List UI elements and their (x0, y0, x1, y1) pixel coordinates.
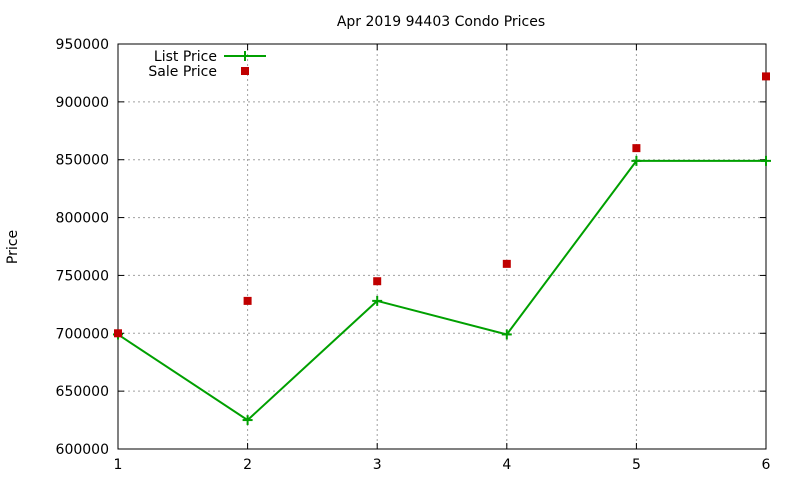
data-point-list-price (501, 329, 512, 340)
data-point-sale-price (243, 296, 252, 305)
y-tick-label: 600000 (56, 442, 109, 458)
plot-frame (117, 43, 767, 450)
y-tick-label: 850000 (56, 153, 109, 169)
data-point-list-price (631, 155, 642, 166)
legend-marker-list-price (240, 51, 250, 61)
y-tick-label: 650000 (56, 384, 109, 400)
x-tick-label: 4 (502, 457, 511, 473)
y-tick-label: 900000 (56, 95, 109, 111)
data-point-list-price (761, 155, 771, 166)
series-line-list-price (117, 159, 766, 422)
legend-label-sale-price: Sale Price (148, 64, 217, 80)
y-tick-label: 800000 (56, 211, 109, 227)
data-point-sale-price (502, 259, 511, 268)
x-tick-label: 2 (243, 457, 252, 473)
legend: List Price Sale Price (148, 49, 266, 80)
data-point-sale-price (762, 72, 770, 81)
legend-label-list-price: List Price (154, 49, 217, 65)
grid (118, 44, 766, 449)
data-point-list-price (372, 295, 383, 306)
x-tick-label: 6 (762, 457, 771, 473)
y-tick-label: 700000 (56, 326, 109, 342)
series-layer (113, 72, 771, 426)
data-point-sale-price (114, 329, 122, 338)
data-point-sale-price (632, 144, 641, 153)
x-tick-label: 5 (632, 457, 641, 473)
axis-ticks: 1 2 3 4 5 6 600000 650000 700000 750000 800000 8500… (56, 37, 771, 473)
y-tick-label: 750000 (56, 268, 109, 284)
legend-marker-sale-price (241, 67, 249, 75)
y-tick-label: 950000 (56, 37, 109, 53)
y-axis-label: Price (5, 230, 21, 264)
x-tick-label: 1 (114, 457, 123, 473)
data-point-list-price (242, 415, 253, 426)
data-point-sale-price (373, 277, 382, 286)
chart-title: Apr 2019 94403 Condo Prices (337, 14, 545, 30)
x-tick-label: 3 (373, 457, 382, 473)
